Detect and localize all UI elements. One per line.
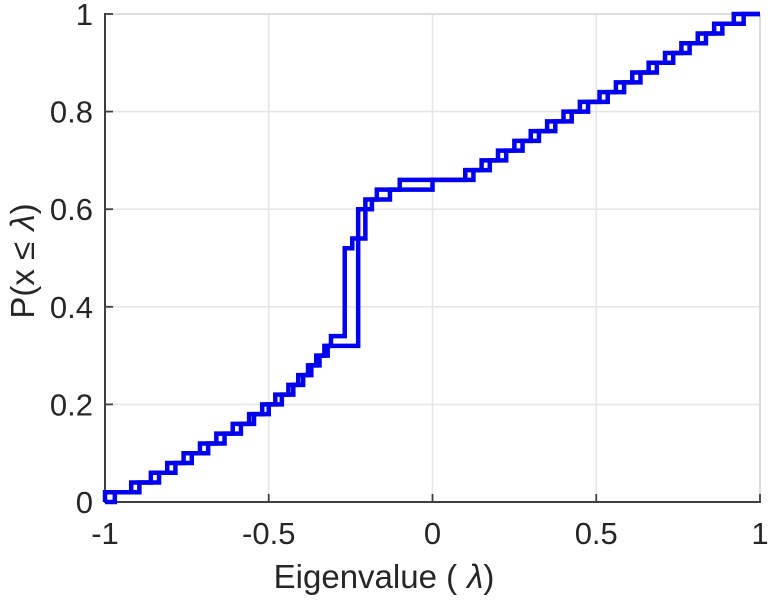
- y-tick-label: 0.6: [50, 192, 93, 227]
- y-axis-label-close: ): [4, 203, 41, 215]
- y-tick-label: 0.8: [50, 95, 93, 130]
- x-axis-label-text: Eigenvalue (: [273, 558, 458, 595]
- x-axis-label-close: ): [483, 558, 495, 595]
- x-axis-label: Eigenvalue (λ): [0, 558, 768, 596]
- y-axis-label-text: P(x ≤: [4, 232, 41, 319]
- x-tick-label: 1: [751, 516, 768, 551]
- y-tick-label: 1: [76, 0, 93, 32]
- y-tick-label: 0.4: [50, 290, 93, 325]
- ecdf-curve-2: [105, 11, 760, 505]
- y-tick-label: 0: [76, 485, 93, 520]
- ecdf-curve-1: [102, 11, 760, 502]
- x-tick-label: -0.5: [242, 516, 295, 551]
- x-tick-label: 0: [424, 516, 441, 551]
- x-tick-label: 0.5: [575, 516, 618, 551]
- lambda-symbol: λ: [467, 558, 484, 595]
- x-tick-label: -1: [91, 516, 119, 551]
- lambda-symbol: λ: [4, 214, 41, 231]
- y-axis-label: P(x ≤ λ): [4, 26, 42, 496]
- y-tick-label: 0.2: [50, 387, 93, 422]
